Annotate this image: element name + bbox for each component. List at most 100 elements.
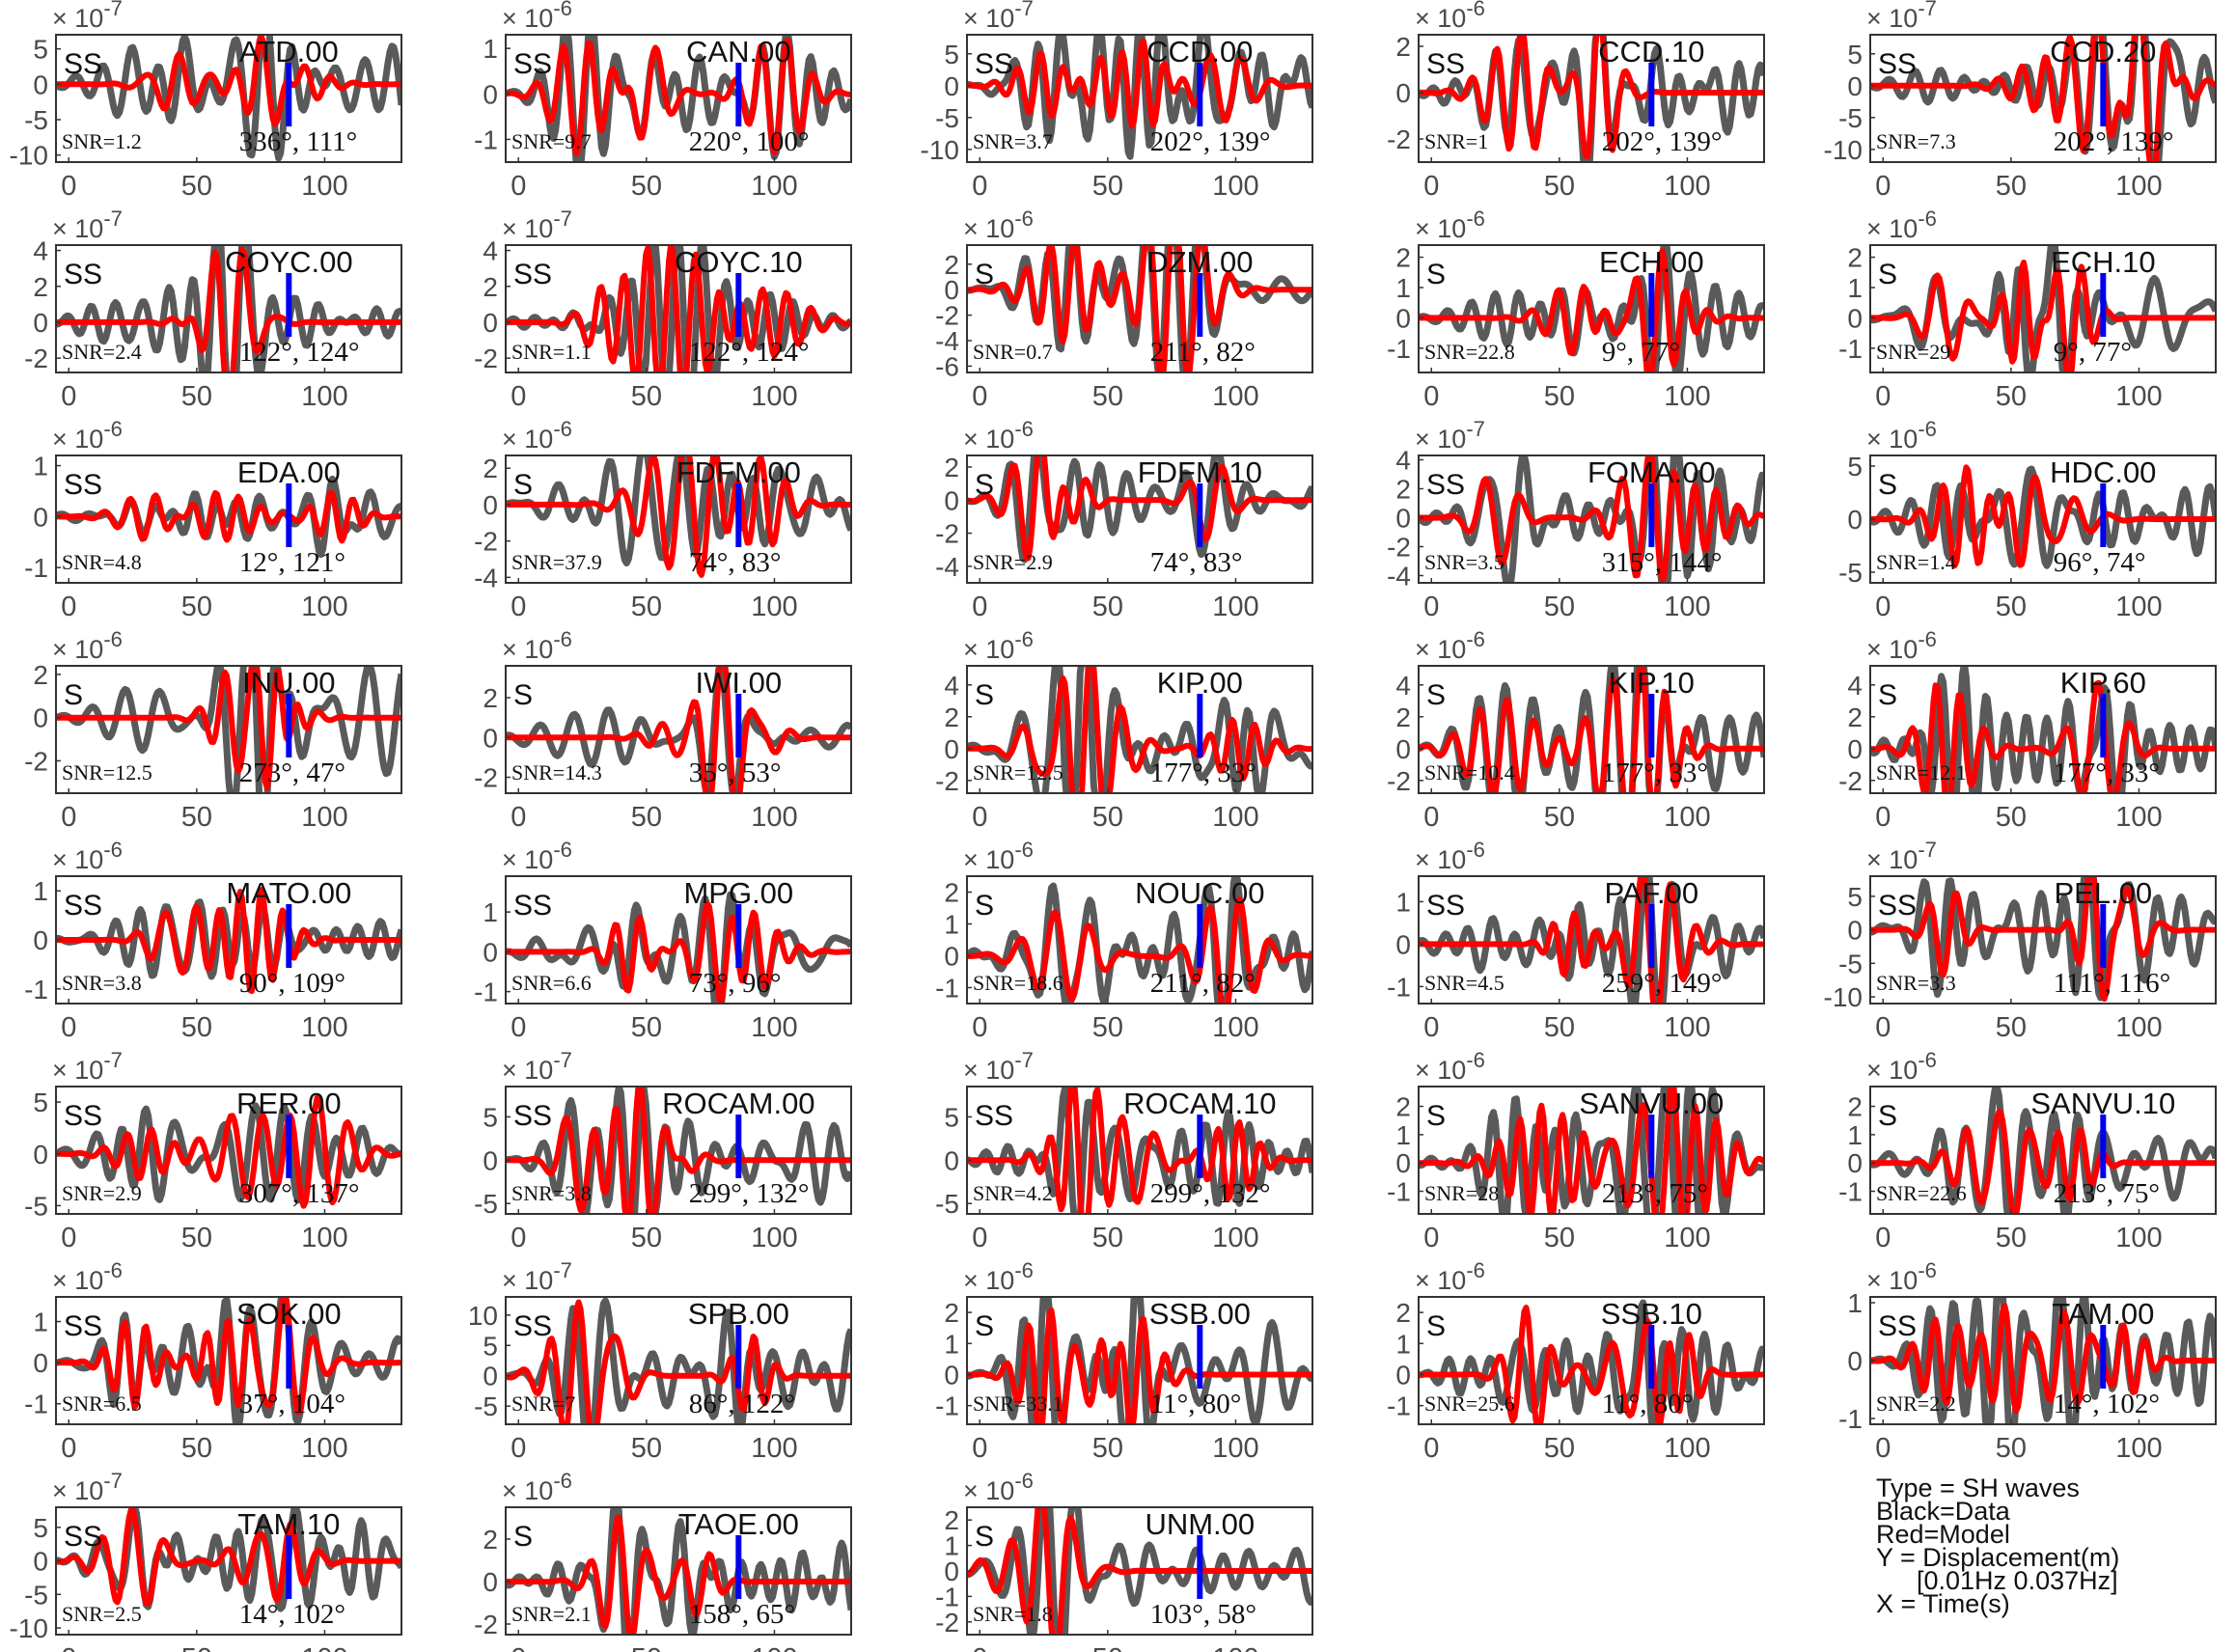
snr-label: SNR=2.1 [511, 1602, 592, 1626]
panel-rocam-00: 0 50 100 -5 0 5× 10-7 SS SNR=3.8 ROCAM.00 299°, 1… [474, 1048, 852, 1253]
station-label: NOUC.00 [1135, 876, 1264, 910]
y-tick-label: 0 [944, 485, 959, 515]
model-waveform [967, 455, 1312, 562]
x-tick-label: 0 [511, 1643, 526, 1652]
exponent-label: × 10-6 [502, 0, 572, 33]
station-label: CCD.00 [1146, 35, 1253, 69]
phase-label: SS [1878, 1310, 1917, 1342]
axes-box [1869, 244, 2217, 373]
exponent-label: × 10-6 [502, 838, 572, 874]
x-tick-label: 0 [61, 171, 76, 202]
model-waveform [56, 887, 401, 995]
exponent-label: × 10-7 [502, 1258, 572, 1295]
data-waveform [56, 898, 401, 980]
y-tick-label: 1 [483, 34, 498, 64]
angles-label: 299°, 132° [689, 1178, 810, 1209]
snr-label: SNR=4.8 [62, 550, 142, 574]
snr-label: SNR=1 [1424, 129, 1488, 153]
y-tick-label: 2 [1847, 243, 1863, 273]
x-tick-label: 50 [1544, 381, 1575, 412]
axes-box [966, 665, 1313, 794]
y-tick-label: 2 [1395, 1298, 1411, 1328]
panel-iwi-00: 0 50 100 -2 0 2× 10-6 S SNR=14.3 IWI.00 35°, 53° [474, 627, 852, 833]
data-waveform [1419, 876, 1764, 1004]
model-waveform [1419, 1305, 1764, 1424]
y-tick-label: -2 [474, 344, 498, 373]
y-tick-label: -2 [935, 766, 959, 796]
y-tick-label: 5 [33, 35, 48, 65]
exponent-label: × 10-7 [52, 1048, 123, 1085]
panel-ccd-10: 0 50 100 -2 0 2× 10-6 SS SNR=1 CCD.10 202°, 139° [1387, 0, 1765, 202]
y-tick-label: -2 [935, 301, 959, 331]
y-tick-label: -4 [1387, 562, 1411, 592]
phase-label: S [975, 679, 994, 711]
x-tick-label: 100 [301, 1012, 347, 1043]
y-tick-label: 5 [1847, 452, 1863, 482]
data-waveform [1870, 1297, 2216, 1424]
angles-label: 14°, 102° [2054, 1389, 2160, 1419]
data-waveform [506, 245, 851, 372]
phase-label: S [1878, 259, 1897, 290]
model-waveform [967, 245, 1312, 372]
exponent-label: × 10-6 [1415, 838, 1485, 874]
axes-box [1418, 244, 1765, 373]
axes-box [1418, 454, 1765, 584]
exponent-label: × 10-6 [1866, 206, 1937, 243]
x-tick-label: 50 [1996, 1223, 2027, 1253]
x-tick-label: 50 [631, 1433, 662, 1464]
figure-legend: Type = SH waves Black=Data Red=Model Y =… [1876, 1475, 2204, 1617]
angles-label: 202°, 139° [1150, 126, 1271, 157]
x-tick-label: 0 [1875, 802, 1891, 833]
y-tick-label: 0 [33, 1547, 48, 1577]
y-tick-label: -1 [1838, 1177, 1863, 1207]
y-tick-label: 4 [1847, 671, 1863, 701]
model-waveform [506, 900, 851, 1004]
station-label: FDFM.10 [1138, 455, 1262, 489]
angles-label: 74°, 83° [1150, 547, 1243, 578]
y-tick-label: 0 [1847, 505, 1863, 535]
y-tick-label: -5 [24, 105, 48, 135]
snr-label: SNR=33.1 [973, 1391, 1063, 1416]
phase-label: S [513, 1521, 533, 1553]
station-label: FOMA.00 [1587, 455, 1716, 489]
y-tick-label: -4 [935, 326, 959, 356]
x-tick-label: 100 [301, 1433, 347, 1464]
model-waveform [967, 666, 1312, 793]
panel-atd-00: 0 50 100 -10 -5 0 5× 10-7 SS SNR=1.2 ATD.00 336°, … [10, 0, 402, 202]
x-tick-label: 0 [972, 171, 987, 202]
angles-label: 158°, 65° [689, 1599, 795, 1630]
panel-mato-00: 0 50 100 -1 0 1× 10-6 SS SNR=3.8 MATO.00 90°, 109… [24, 838, 402, 1043]
model-waveform [1870, 679, 2216, 793]
x-tick-label: 100 [2115, 802, 2162, 833]
axes-box [966, 454, 1313, 584]
x-tick-label: 0 [972, 802, 987, 833]
phase-label: SS [975, 48, 1013, 80]
axes-box [505, 665, 852, 794]
y-tick-label: -5 [935, 1189, 959, 1219]
station-label: HDC.00 [2050, 455, 2156, 489]
exponent-label: × 10-6 [502, 627, 572, 664]
y-tick-label: 0 [33, 502, 48, 532]
y-tick-label: 2 [483, 272, 498, 302]
x-tick-label: 50 [1092, 171, 1123, 202]
station-label: SSB.00 [1149, 1297, 1251, 1331]
panel-hdc-00: 0 50 100 -5 0 5× 10-6 S SNR=1.4 HDC.00 96°, 74° [1838, 417, 2217, 622]
angles-label: 122°, 124° [689, 337, 810, 368]
angles-label: 177°, 33° [1150, 757, 1256, 788]
phase-label: S [975, 259, 994, 290]
angles-label: 315°, 144° [1602, 547, 1723, 578]
snr-label: SNR=4.5 [1424, 971, 1504, 995]
station-label: SSB.10 [1601, 1297, 1702, 1331]
x-tick-label: 50 [181, 1433, 212, 1464]
axes-box [1418, 34, 1765, 163]
y-tick-label: -5 [24, 1191, 48, 1221]
station-label: ECH.10 [2051, 245, 2156, 279]
station-label: FDFM.00 [676, 455, 801, 489]
x-tick-label: 0 [61, 381, 76, 412]
angles-label: 73°, 96° [689, 968, 782, 999]
exponent-label: × 10-6 [1415, 206, 1485, 243]
y-tick-label: 2 [944, 453, 959, 482]
axes-box [55, 665, 402, 794]
model-waveform [1870, 1109, 2216, 1214]
